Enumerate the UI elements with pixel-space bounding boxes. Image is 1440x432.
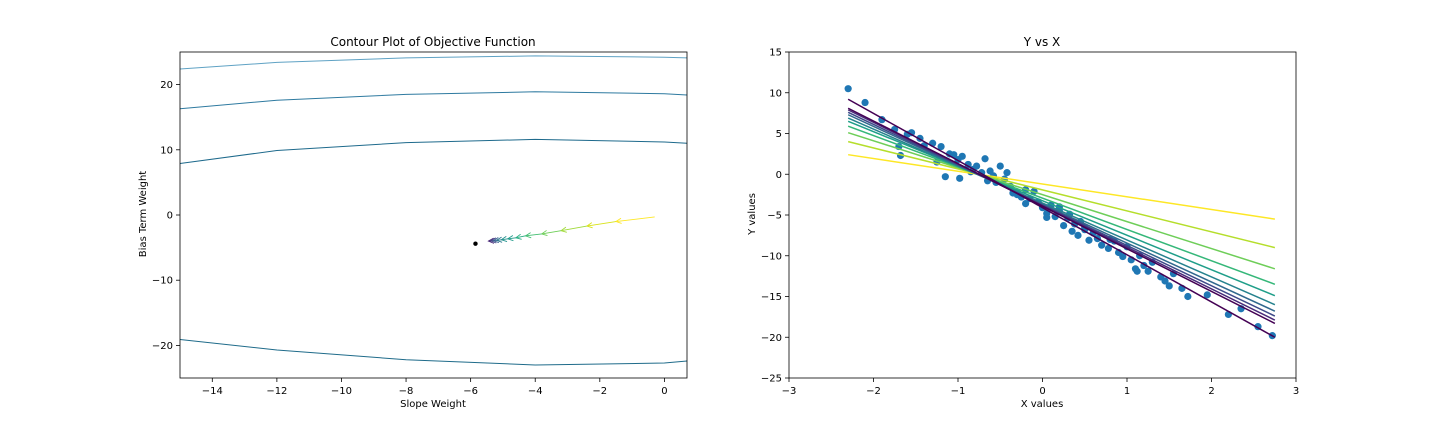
contour-y-ticks: −20 −10 0 10 20 [152,80,180,352]
scatter-point [1203,291,1211,299]
contour-line [179,91,688,110]
descent-step [515,235,526,239]
scatter-y-tick-label: 0 [776,170,782,181]
scatter-plot-title: Y vs X [1023,35,1061,49]
scatter-x-tick-label: 1 [1124,386,1130,397]
fit-line [847,114,1276,312]
scatter-y-tick-label: −15 [761,292,782,303]
scatter-x-ticks: −3 −2 −1 0 1 2 3 [782,378,1299,397]
fit-line [847,120,1276,297]
descent-step [501,238,508,241]
contour-x-ticks: −14 −12 −10 −8 −6 −4 −2 0 [202,378,668,397]
fit-line [847,98,1276,338]
descent-step [560,225,587,232]
scatter-point [996,162,1004,170]
scatter-plot-frame [788,51,1297,379]
scatter-point [1144,267,1152,275]
fit-lines [847,98,1276,338]
contour-x-tick-label: −8 [399,386,414,397]
scatter-x-tick-label: −3 [782,386,797,397]
scatter-x-axis-label: X values [1021,399,1064,410]
contour-y-axis-label: Bias Term Weight [138,171,149,257]
descent-step [615,216,655,222]
scatter-point [1003,169,1011,177]
contour-plot-panel: Contour Plot of Objective Function Slope… [138,35,688,410]
descent-step [541,230,562,235]
contour-x-axis-label: Slope Weight [400,399,466,410]
scatter-x-tick-label: 3 [1293,386,1299,397]
scatter-point [907,129,916,137]
optimum-point [473,241,478,246]
scatter-y-tick-label: 15 [769,48,782,59]
fit-line [848,153,1275,220]
scatter-point [1165,282,1173,290]
scatter-x-tick-label: 2 [1208,386,1214,397]
contour-line [179,339,688,366]
contour-lines [179,55,688,366]
contour-y-tick-label: 20 [160,80,173,91]
scatter-y-tick-label: 5 [776,129,782,140]
contour-y-tick-label: −20 [152,341,173,352]
scatter-point [1184,292,1192,301]
descent-step [586,221,617,227]
optimum-marker [473,241,478,246]
scatter-point [1068,227,1076,235]
contour-x-tick-label: −12 [266,386,287,397]
scatter-point [1098,241,1106,249]
descent-step [507,237,516,240]
scatter-point [1022,199,1030,208]
scatter-point [937,142,945,151]
contour-line [179,138,688,164]
scatter-point [1074,231,1082,239]
contour-x-tick-label: −6 [463,386,478,397]
fit-line [847,140,1276,249]
scatter-y-tick-label: −5 [767,211,782,222]
scatter-point [1051,213,1059,221]
scatter-point [1133,267,1141,275]
descent-step [525,233,542,237]
fit-line [847,125,1276,285]
scatter-x-tick-label: 0 [1039,386,1045,397]
scatter-y-tick-label: −25 [761,374,782,385]
contour-y-tick-label: 0 [167,211,173,222]
contour-x-tick-label: −2 [592,386,607,397]
scatter-point [1060,221,1068,230]
scatter-point [941,173,949,181]
contour-y-tick-label: 10 [160,145,173,156]
scatter-point [958,152,966,160]
scatter-point [981,155,989,163]
scatter-point [956,174,964,182]
descent-arrowhead [487,237,495,244]
scatter-y-tick-label: −20 [761,333,782,344]
scatter-y-tick-label: 10 [769,88,782,99]
contour-plot-title: Contour Plot of Objective Function [330,35,535,49]
fit-line [847,107,1276,325]
scatter-y-axis-label: Y values [747,193,758,236]
scatter-point [1043,213,1051,222]
scatter-plot-panel: Y vs X X values Y values −3 −2 −1 0 1 2 3 −25−… [747,35,1299,410]
scatter-point [1085,236,1093,244]
scatter-point [1104,244,1113,253]
contour-plot-frame [179,51,688,379]
contour-y-tick-label: −10 [152,276,173,287]
fit-line [847,131,1276,270]
contour-x-tick-label: 0 [661,386,667,397]
contour-x-tick-label: −10 [331,386,352,397]
scatter-point [1119,252,1127,261]
scatter-point [972,162,981,170]
scatter-point [861,98,869,107]
scatter-x-tick-label: −2 [866,386,881,397]
scatter-y-ticks: −25 −20 −15 −10 −5 0 5 10 15 [761,48,789,385]
contour-x-tick-label: −14 [202,386,223,397]
contour-line [179,55,688,70]
scatter-point [844,85,852,93]
scatter-point [1161,277,1169,285]
scatter-point [964,160,972,169]
fit-line [847,117,1276,306]
scatter-y-tick-label: −10 [761,251,782,262]
descent-path [487,216,655,244]
contour-x-tick-label: −4 [528,386,543,397]
scatter-x-tick-label: −1 [951,386,966,397]
